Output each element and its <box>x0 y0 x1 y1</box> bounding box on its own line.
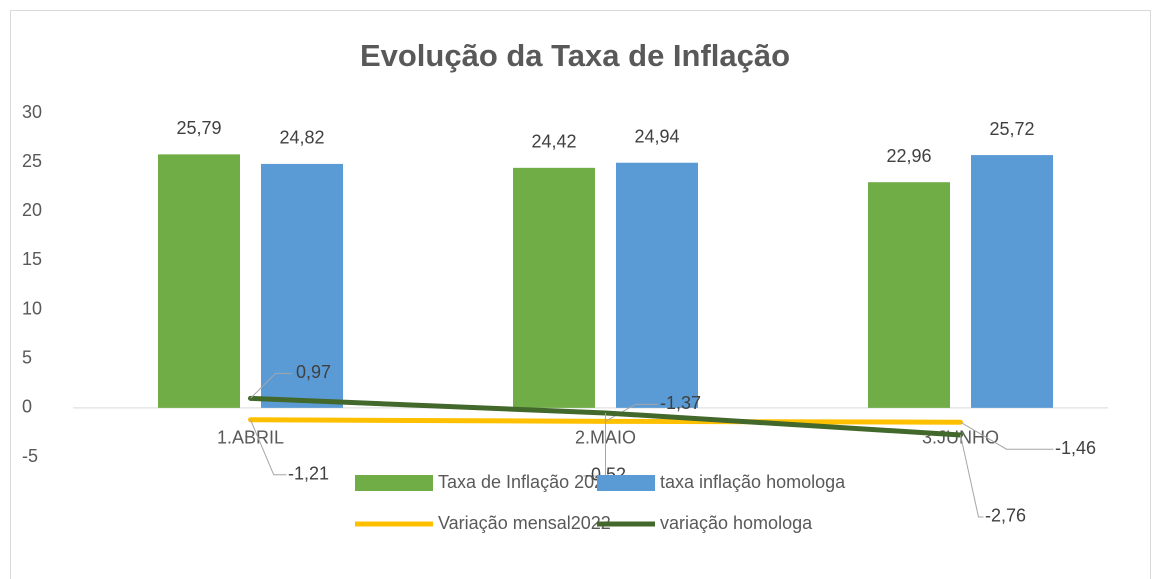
bar <box>971 155 1053 408</box>
bar <box>616 162 698 408</box>
data-label: 24,82 <box>279 128 324 148</box>
legend-swatch <box>597 475 655 491</box>
y-tick-label: 20 <box>22 200 42 220</box>
y-tick-label: 5 <box>22 347 32 367</box>
data-label: -1,46 <box>1055 438 1096 458</box>
leader-line <box>250 419 287 476</box>
data-label: 24,94 <box>634 126 679 146</box>
data-label: 24,42 <box>531 132 576 152</box>
leader-line <box>250 372 292 399</box>
data-label: 0,97 <box>296 362 331 382</box>
leader-line <box>960 421 1054 450</box>
data-label: -2,76 <box>985 506 1026 526</box>
leader-line <box>960 434 984 518</box>
data-label: 25,72 <box>989 119 1034 139</box>
bar <box>158 154 240 408</box>
chart-title: Evolução da Taxa de Inflação <box>360 38 790 73</box>
legend-label: taxa inflação homologa <box>660 472 846 492</box>
bar <box>513 167 595 408</box>
legend-label: variação homologa <box>660 513 813 533</box>
legend-label: Variação mensal2022 <box>438 513 611 533</box>
legend-swatch <box>355 475 433 491</box>
y-tick-label: 25 <box>22 151 42 171</box>
legend-label: Taxa de Inflação 2022 <box>438 472 614 492</box>
data-label: -1,37 <box>660 393 701 413</box>
y-tick-label: 30 <box>22 102 42 122</box>
y-tick-label: -5 <box>22 446 38 466</box>
x-tick-label: 1.ABRIL <box>217 428 284 448</box>
bar <box>868 182 950 408</box>
y-tick-label: 10 <box>22 298 42 318</box>
data-label: 22,96 <box>886 146 931 166</box>
y-tick-label: 0 <box>22 397 32 417</box>
data-label: -1,21 <box>288 463 329 483</box>
bar <box>261 163 343 408</box>
y-tick-label: 15 <box>22 249 42 269</box>
data-label: 25,79 <box>176 118 221 138</box>
